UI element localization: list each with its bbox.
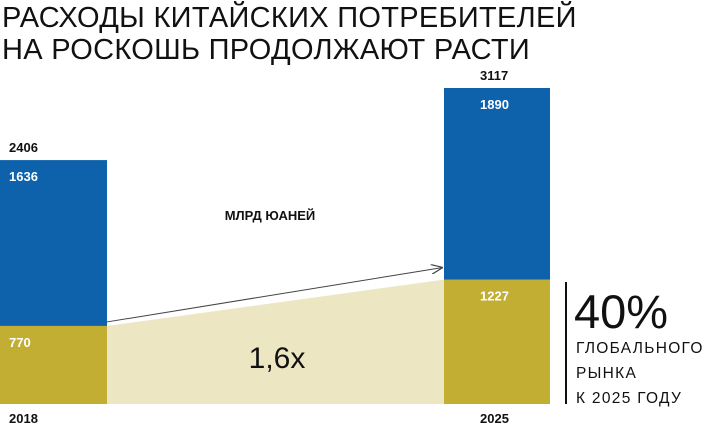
value-label-lower-2018: 770 — [9, 335, 31, 350]
bar-segment-upper-2018 — [0, 160, 107, 326]
unit-label: МЛРД ЮАНЕЙ — [225, 208, 316, 223]
bar-segment-lower-2018 — [0, 325, 107, 404]
share-note-line-2: РЫНКА — [576, 365, 638, 382]
bar-segment-lower-2025 — [444, 279, 550, 404]
share-value: 40% — [574, 285, 669, 338]
total-label-2018: 2406 — [9, 140, 38, 155]
value-label-upper-2018: 1636 — [9, 169, 38, 184]
x-tick-label-2025: 2025 — [480, 411, 509, 426]
growth-arrow — [106, 268, 442, 323]
chart-title-line-1: РАСХОДЫ КИТАЙСКИХ ПОТРЕБИТЕЛЕЙ — [2, 2, 577, 34]
share-note-line-3: К 2025 ГОДУ — [576, 390, 683, 407]
total-label-2025: 3117 — [480, 68, 508, 83]
growth-factor-label: 1,6x — [249, 342, 306, 375]
value-label-lower-2025: 1227 — [480, 289, 509, 304]
chart-title-line-2: НА РОСКОШЬ ПРОДОЛЖАЮТ РАСТИ — [2, 34, 531, 66]
value-label-upper-2025: 1890 — [480, 97, 509, 112]
bar-segment-upper-2025 — [444, 88, 550, 280]
x-tick-label-2018: 2018 — [9, 411, 38, 426]
growth-band — [107, 279, 444, 404]
share-note-line-1: ГЛОБАЛЬНОГО — [576, 340, 704, 357]
